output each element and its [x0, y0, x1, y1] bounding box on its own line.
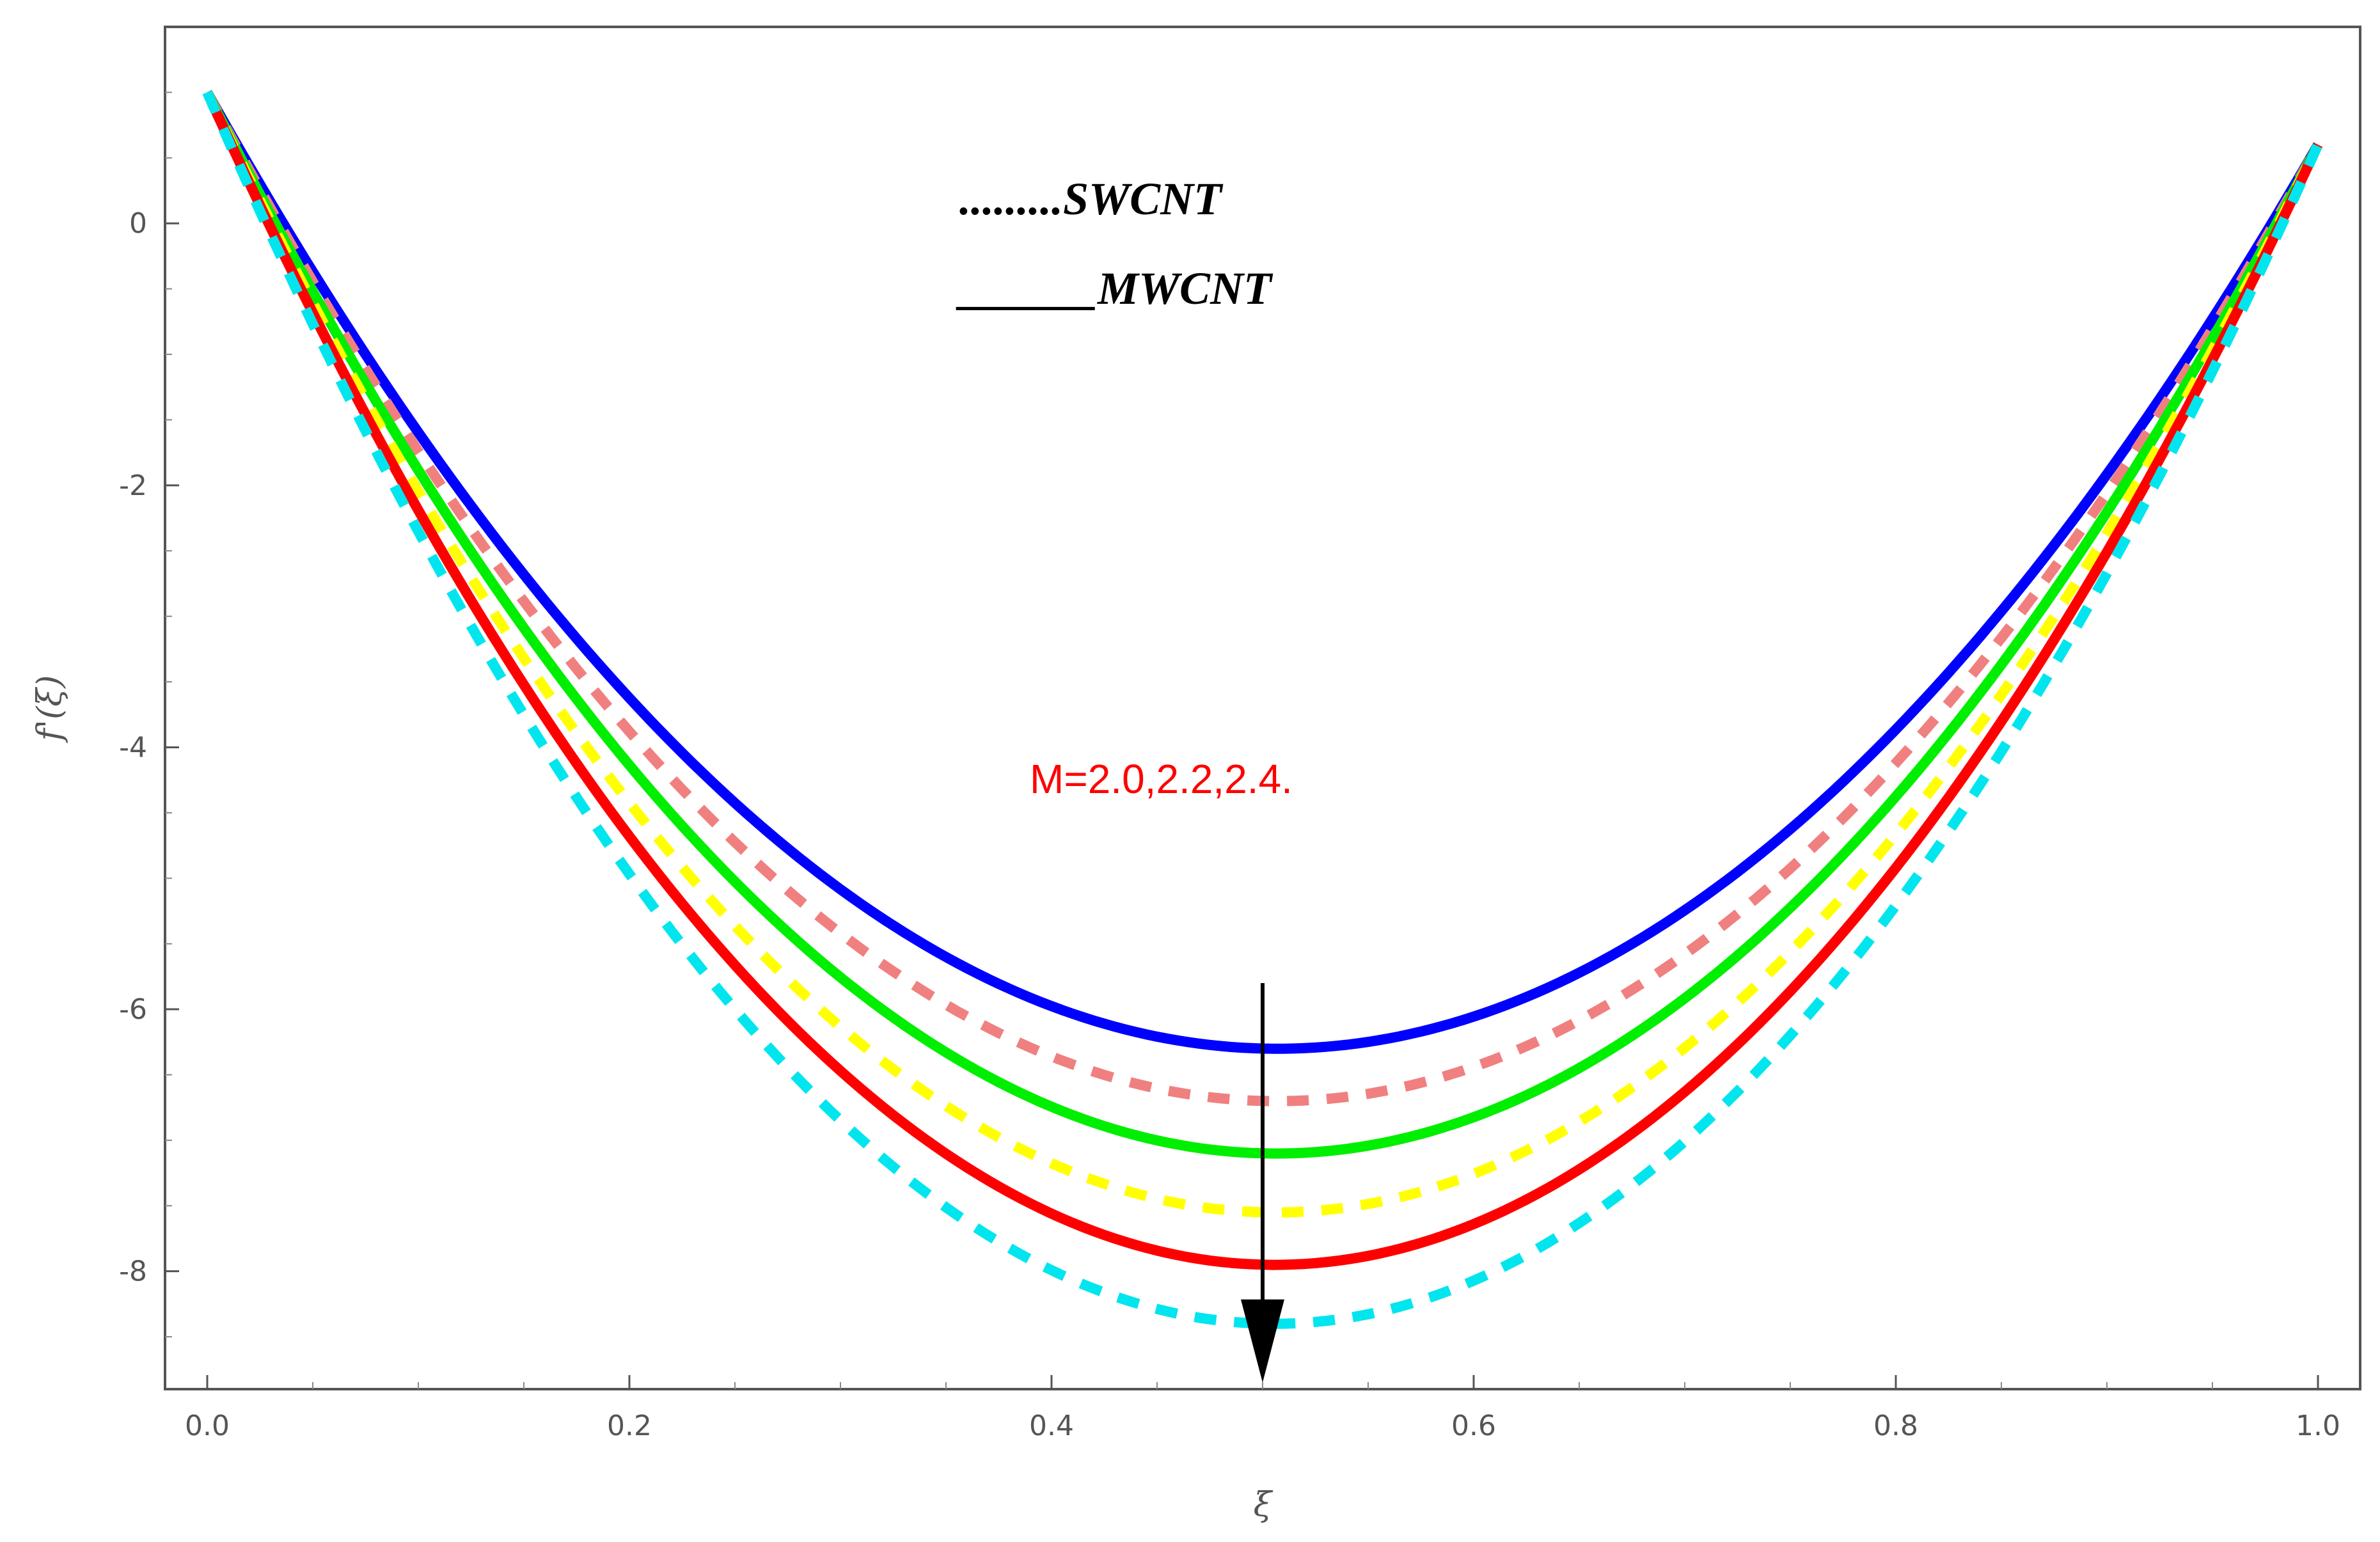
y-tick-label: -2	[119, 469, 147, 502]
legend-mwcnt: ______MWCNT	[956, 263, 1273, 314]
x-tick-label: 0.8	[1873, 1410, 1918, 1442]
y-tick-label: -4	[119, 731, 147, 764]
x-tick-label: 0.4	[1029, 1410, 1074, 1442]
axis-ticks: 0.0 0.2 0.4 0.6 0.8 1.0 0 -2 -4 -6 -8	[119, 91, 2340, 1442]
x-tick-label: 0.2	[607, 1410, 652, 1442]
x-axis-label: ξ	[1254, 1486, 1273, 1524]
series-line	[203, 90, 2322, 1054]
legend-swcnt: .........SWCNT	[959, 173, 1224, 224]
x-tick-label: 0.0	[185, 1410, 230, 1442]
x-tick-label: 1.0	[2296, 1410, 2340, 1442]
y-tick-label: -8	[119, 1255, 147, 1288]
x-tick-label: 0.6	[1451, 1410, 1496, 1442]
annotation-label: M=2.0,2.2,2.4.	[1030, 756, 1293, 802]
y-axis-label: f'(ξ)	[31, 675, 69, 744]
y-tick-label: 0	[129, 207, 147, 240]
series-line	[202, 90, 2323, 1106]
series-line	[202, 90, 2323, 1329]
annotation-arrow-head	[1241, 1299, 1284, 1383]
y-tick-label: -6	[119, 993, 147, 1026]
